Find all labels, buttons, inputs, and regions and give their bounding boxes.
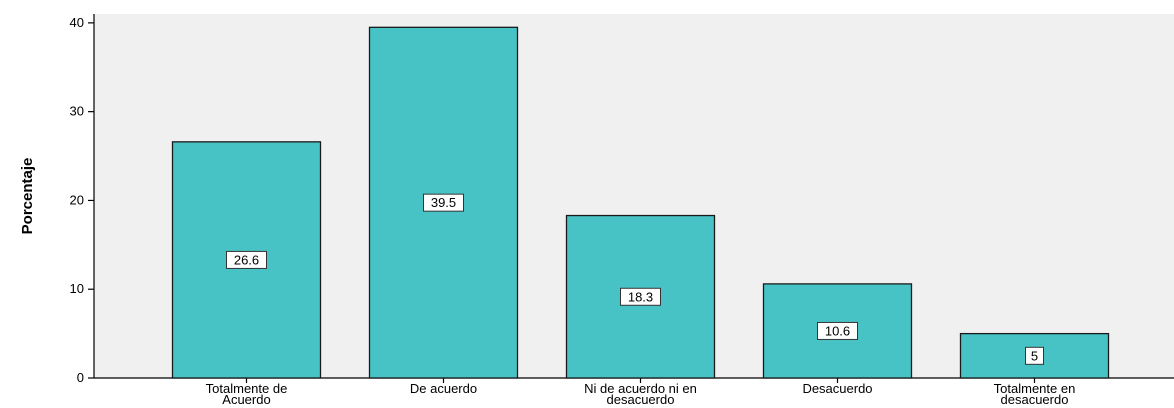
x-tick-label: Totalmente de Acuerdo	[206, 381, 288, 407]
y-tick-label: 30	[70, 104, 84, 119]
data-label: 39.5	[423, 193, 464, 212]
data-label-box	[817, 321, 858, 340]
y-axis-title: Porcentaje	[19, 158, 36, 235]
data-label-box	[226, 250, 267, 269]
y-axis: 0 10 20 30 40	[70, 14, 95, 385]
category-labels: Totalmente de Acuerdo De acuerdo Ni de acue…	[206, 381, 1076, 407]
data-label-text: 10.6	[825, 323, 850, 338]
data-label-text: 5	[1031, 348, 1038, 363]
data-label-text: 39.5	[431, 195, 456, 210]
x-tick-label: Desacuerdo	[802, 381, 872, 396]
y-tick-label: 10	[70, 281, 84, 296]
data-label: 5	[1025, 346, 1044, 365]
y-tick-label: 20	[70, 192, 84, 207]
data-label-box	[423, 193, 464, 212]
x-tick-label: De acuerdo	[410, 381, 477, 396]
y-tick-label: 40	[70, 15, 84, 30]
y-tick-label: 0	[77, 370, 84, 385]
data-label-box	[620, 287, 661, 306]
data-label: 18.3	[620, 287, 661, 306]
data-label: 26.6	[226, 250, 267, 269]
x-tick-label: Ni de acuerdo ni en desacuerdo	[584, 381, 697, 407]
data-label-text: 26.6	[234, 252, 259, 267]
data-label: 10.6	[817, 321, 858, 340]
data-label-box	[1025, 346, 1044, 365]
data-labels: 26.6 39.5 18.3 10.6 5	[226, 193, 1044, 365]
x-tick-label: Totalmente en desacuerdo	[994, 381, 1076, 407]
data-label-text: 18.3	[628, 289, 653, 304]
